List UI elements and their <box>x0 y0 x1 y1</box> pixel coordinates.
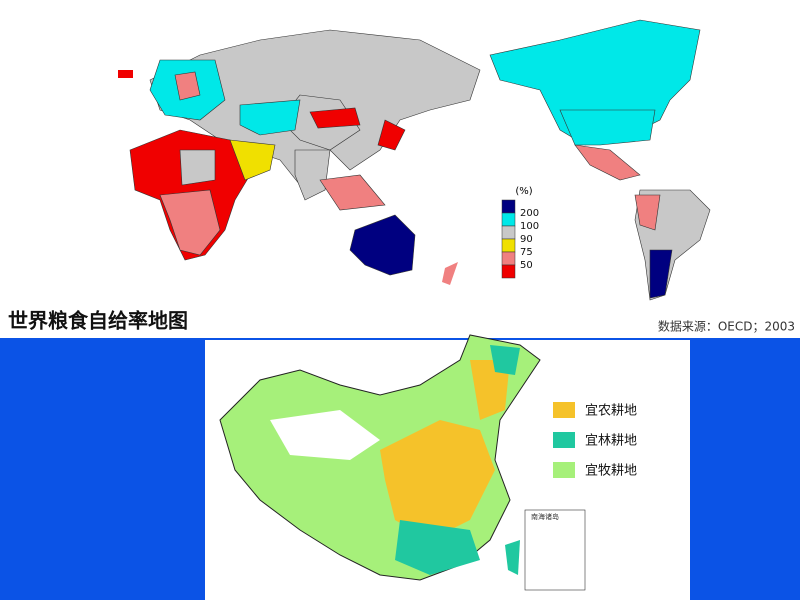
taiwan <box>505 540 520 575</box>
se-asia <box>319 174 386 211</box>
farmland-ne <box>470 360 510 420</box>
legend-swatch <box>501 225 516 240</box>
legend-label: 宜牧耕地 <box>585 463 637 479</box>
africa-north <box>179 149 216 186</box>
africa-south <box>159 189 221 256</box>
legend-swatch <box>501 251 516 266</box>
new-zealand <box>442 262 458 285</box>
legend-swatch <box>501 212 516 227</box>
australia <box>349 214 416 276</box>
central-asia <box>239 99 301 136</box>
japan <box>377 119 406 151</box>
legend-swatch <box>553 402 575 418</box>
legend-swatch <box>553 432 575 448</box>
legend-label: 50 <box>520 260 533 271</box>
andes <box>634 194 661 231</box>
legend-swatch <box>553 462 575 478</box>
legend-swatch <box>501 264 516 279</box>
europe-part <box>174 71 201 101</box>
forest-ne <box>490 345 520 375</box>
argentina <box>649 249 673 299</box>
middle-east <box>229 139 276 181</box>
legend-label: 宜农耕地 <box>585 403 637 419</box>
legend-unit: (%) <box>515 186 532 197</box>
legend-swatch <box>501 238 516 253</box>
iceland <box>118 70 133 78</box>
source-note: 数据来源：OECD；2003 <box>658 319 795 334</box>
central-america <box>574 144 641 181</box>
legend-label: 100 <box>520 221 539 232</box>
legend-swatch <box>501 199 516 214</box>
legend-label: 宜林耕地 <box>585 433 637 449</box>
map-title: 世界粮食自给率地图 <box>8 309 188 333</box>
legend: 200 100 90 75 50 <box>501 199 539 279</box>
mongolia <box>309 107 361 129</box>
inset-frame <box>524 509 586 591</box>
farmland <box>380 420 495 540</box>
world-map: (%) 200 100 90 75 50 世界粮食自给率地图 数据来源：OECD；200… <box>0 0 800 338</box>
desert <box>270 410 380 460</box>
india <box>294 149 331 201</box>
forest-south <box>395 520 480 575</box>
usa <box>559 109 656 146</box>
legend-label: 90 <box>520 234 533 245</box>
inset-label: 南海诸岛 <box>531 512 559 521</box>
legend-label: 75 <box>520 247 533 258</box>
legend-label: 200 <box>520 208 539 219</box>
